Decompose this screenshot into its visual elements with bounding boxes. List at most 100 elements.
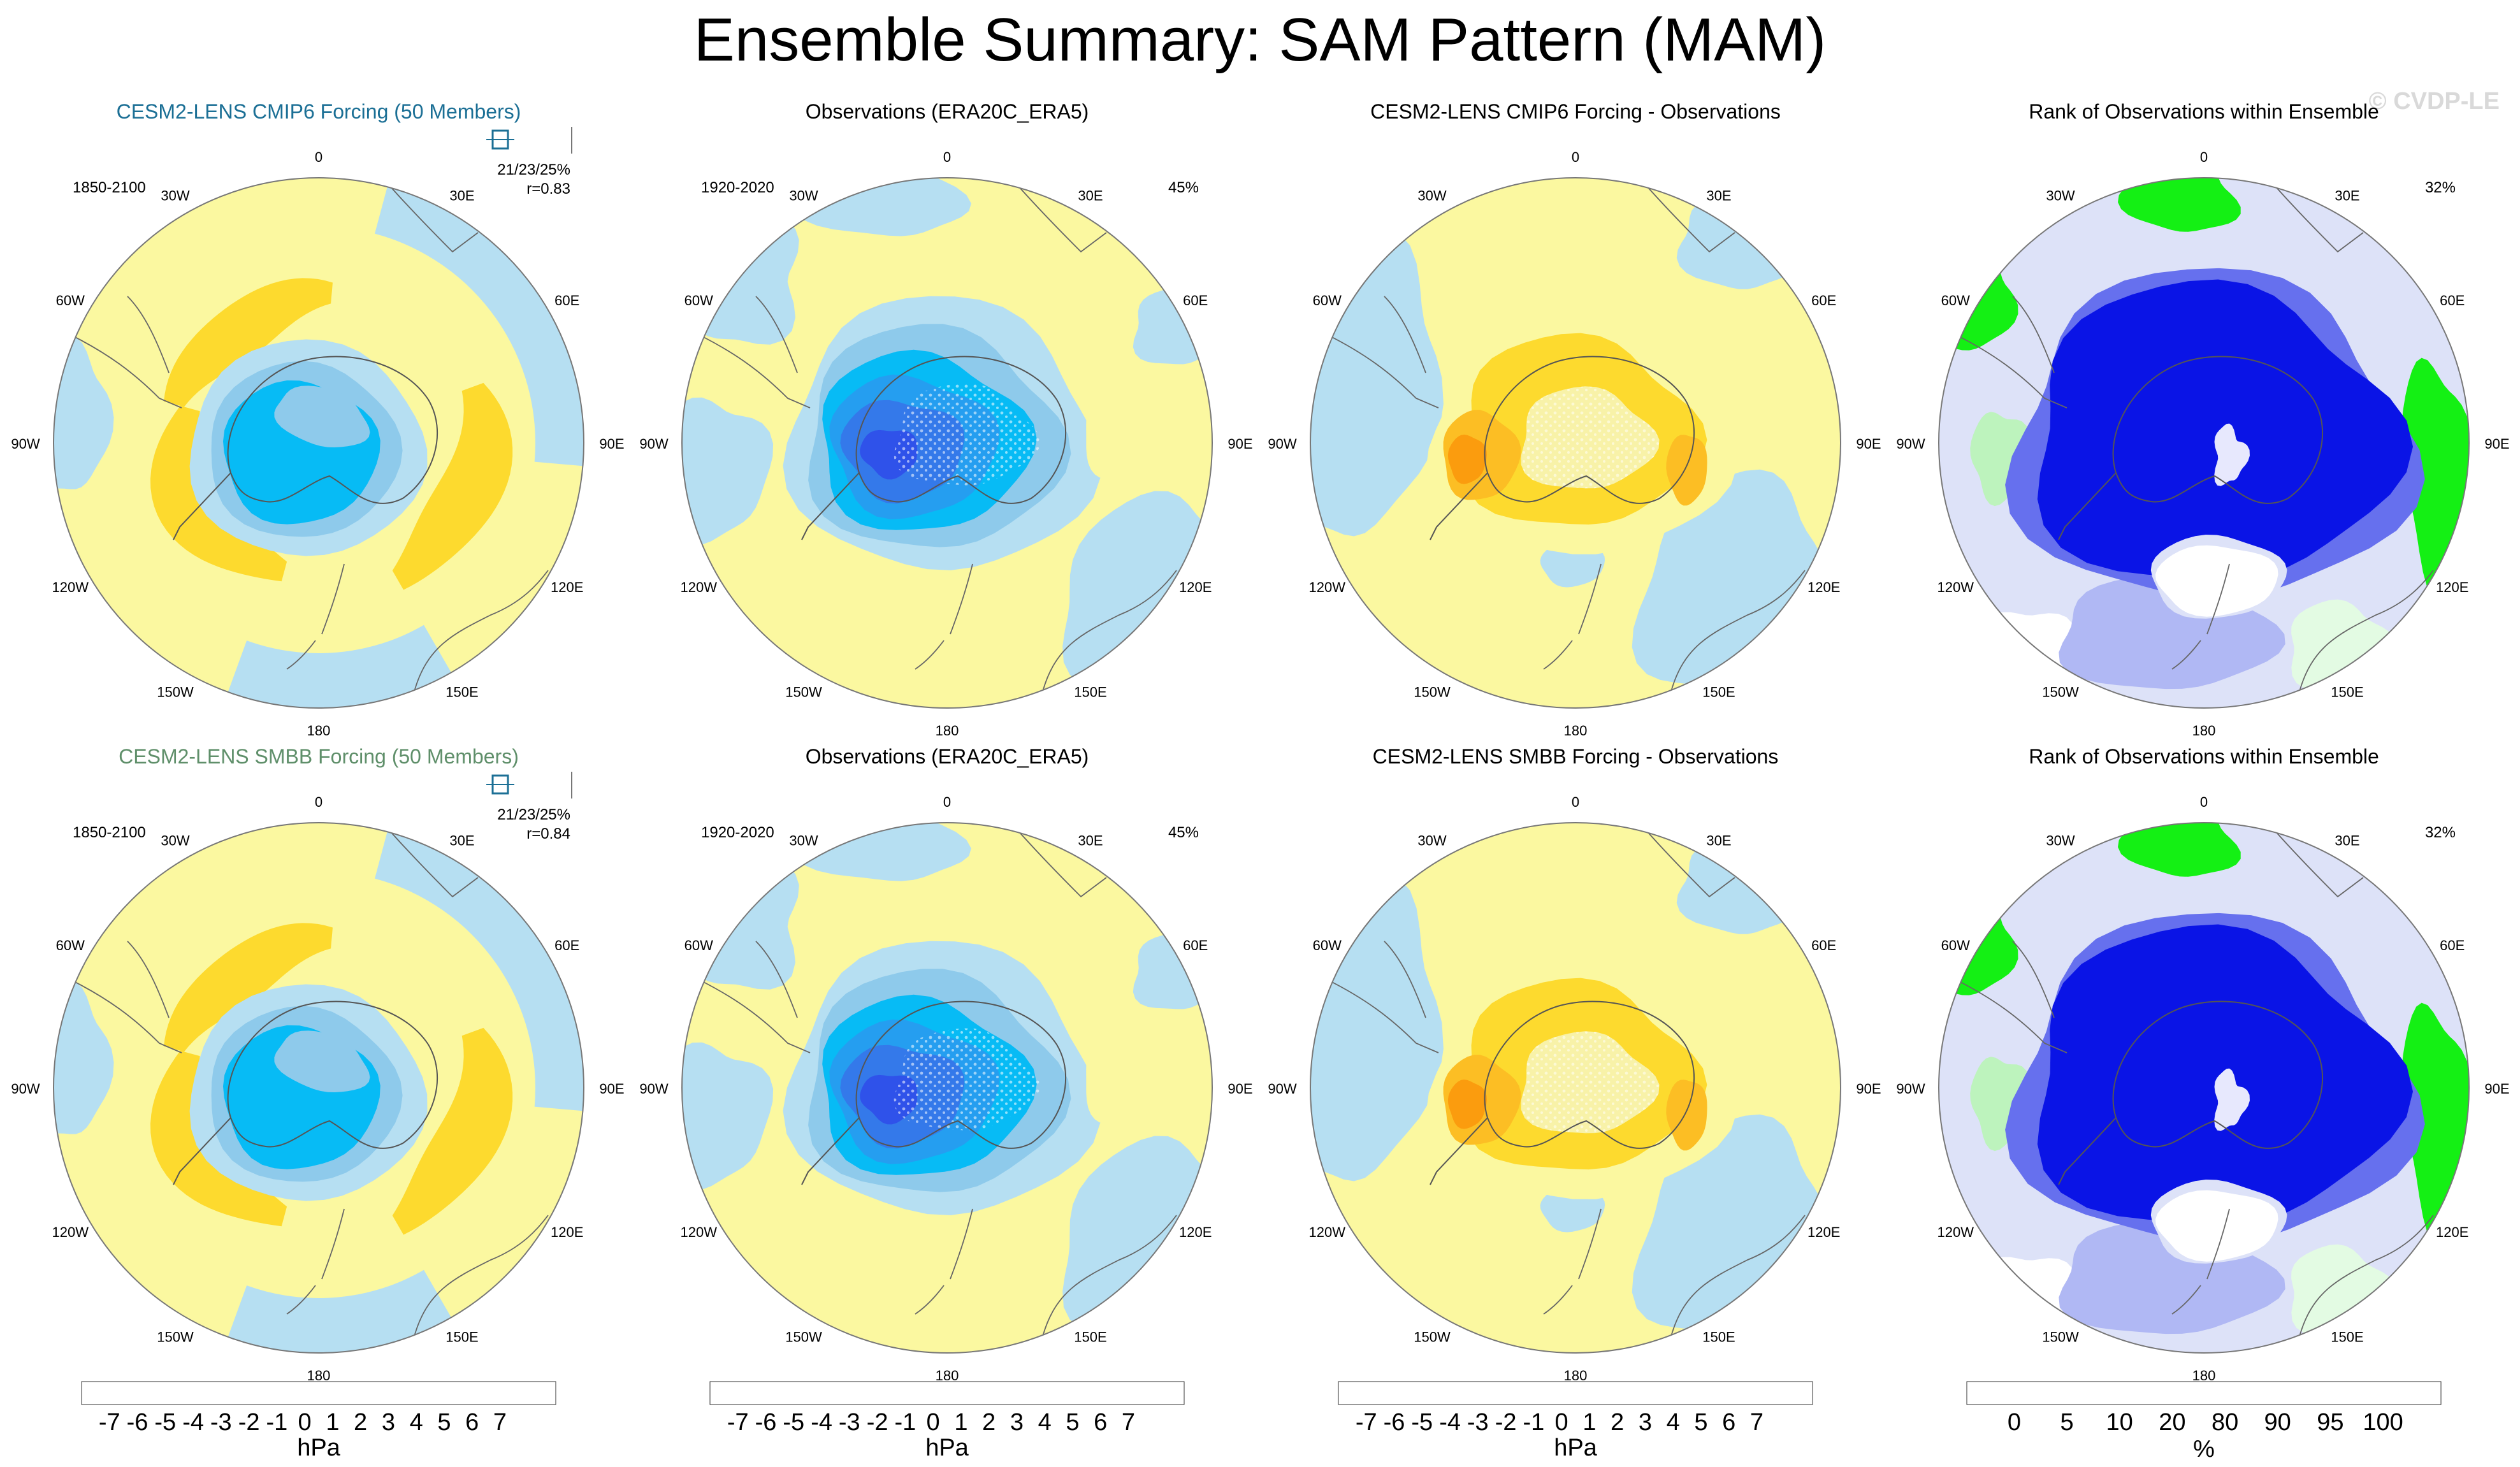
panel-r2c1-negative-ring-northeast (375, 823, 584, 1113)
panel-r2c2-field (682, 823, 1212, 1353)
panel-r2c3-field (1310, 823, 1841, 1353)
panel-r2c4-lon-label: 150W (2042, 1329, 2079, 1345)
panel-r1c4-lon-label: 150E (2331, 684, 2363, 700)
colorbar-col3-tick: -2 (1495, 1409, 1517, 1436)
panel-r2c3-lon-label: 120E (1807, 1224, 1840, 1240)
panel-r1c4-lon-label: 120E (2436, 579, 2468, 595)
panel-r1c4-coastline-3 (2299, 570, 2434, 692)
watermark: © CVDP-LE (2368, 88, 2500, 115)
colorbar-col4-tick: 80 (2212, 1409, 2238, 1436)
panel-r1c1-lon-label: 90E (599, 436, 624, 452)
panel-r2c2-coastline-4 (950, 1208, 973, 1280)
panel-r2c1-stats: 21/23/25% (497, 806, 570, 823)
panel-r2c3-coastline-0 (1326, 979, 1439, 1053)
panel-r2c1-lon-label: 90E (599, 1081, 624, 1097)
colorbar-col4-frame (1966, 1381, 2442, 1405)
colorbar-col1-tick: -6 (127, 1409, 148, 1436)
colorbar-col4-tick: 10 (2106, 1409, 2133, 1436)
panel-r2c4-coastline-0 (1955, 979, 2067, 1053)
panel-r2c1-lon-label: 180 (307, 1368, 331, 1384)
colorbar-col3: -7 -6 -5 -4 -3 -2 -1 0 1 2 3 4 5 6 7 hPa (1338, 1381, 1813, 1461)
panel-r1c3-antarctica-outline (1484, 356, 1695, 504)
panel-r1c3-lon-label: 120E (1807, 579, 1840, 595)
panel-r2c1-coastline-0 (69, 979, 182, 1053)
colorbar-col2: -7 -6 -5 -4 -3 -2 -1 0 1 2 3 4 5 6 7 hPa (709, 1381, 1185, 1461)
panel-r1c4-lon-label: 30E (2335, 187, 2359, 203)
panel-r2c4-lon-label: 60E (2440, 937, 2465, 953)
panel-r1c2-negative-patch-northwest (682, 203, 799, 345)
panel-r1c1-coastline-4 (321, 563, 345, 635)
panel-r2c2-lon-label: 60E (1183, 937, 1208, 953)
panel-r2c4-white-patch-south-inner (2155, 1190, 2278, 1262)
panel-r1c2-lon-label: 180 (936, 723, 959, 739)
panel-r2c1-lon-label: 30W (161, 832, 189, 848)
panel-r1c3-high-lobe-east (1666, 435, 1707, 506)
colorbar-col1-frame (81, 1381, 556, 1405)
colorbar-col3-tick: 7 (1750, 1409, 1763, 1436)
panel-r2c3-lon-label: 30W (1417, 832, 1446, 848)
panel-r1c2-negative-patch-east (1133, 287, 1212, 365)
colorbar-col4-tick: 95 (2317, 1409, 2343, 1436)
panel-r1c3: 0 30E 60E 90E 120E 150E 180 150W 120W 90W 60W 30W CE… (1268, 100, 1881, 739)
panel-r2c3-lon-label: 60E (1811, 937, 1836, 953)
panel-r2c2-lon-label: 60W (684, 937, 713, 953)
panel-r2c1-lon-label: 150W (157, 1329, 194, 1345)
colorbar-col1-tick: -5 (154, 1409, 176, 1436)
panel-r1c2-positive-lobe-south (861, 579, 959, 612)
colorbar-col1-tick: 0 (298, 1409, 312, 1436)
panel-r2c3-coastline-2 (1645, 829, 1735, 898)
panel-r1c4-lon-label: 30W (2046, 187, 2075, 203)
panel-r1c3-antarctic-topography (1521, 386, 1660, 489)
colorbar-col2-tick: 5 (1066, 1409, 1079, 1436)
panel-r2c2-lon-label: 90W (639, 1081, 668, 1097)
panel-r2c3-antarctica-outline (1484, 1001, 1695, 1149)
panel-r1c2-coastline-4 (950, 563, 973, 635)
colorbar-col2-tick: -7 (727, 1409, 749, 1436)
panel-r1c1-lon-label: 60W (56, 293, 85, 308)
panel-r1c4-coastline-2 (2273, 184, 2364, 253)
panel-r2c3-lon-label: 60W (1313, 937, 1342, 953)
panel-r1c2-lon-label: 60E (1183, 293, 1208, 308)
colorbar-col4-tick: 100 (2363, 1409, 2403, 1436)
panel-r1c3-coastline-2 (1645, 184, 1735, 253)
panel-r2c3-coastline-4 (1578, 1208, 1602, 1280)
colorbar-col4-tick: 90 (2264, 1409, 2291, 1436)
colorbar-col1-tick: -2 (238, 1409, 260, 1436)
panel-r2c4-title: Rank of Observations within Ensemble (2029, 745, 2379, 768)
panel-r2c2-negative-patch-east (1133, 932, 1212, 1009)
colorbar-col3-tick: -5 (1411, 1409, 1433, 1436)
panel-r1c2-field (682, 178, 1212, 708)
panel-r2c4-coastline-5 (2171, 1285, 2201, 1315)
panel-r2c1-lon-label: 90W (11, 1081, 40, 1097)
panel-r1c2-lon-label: 120W (681, 579, 718, 595)
panel-r2c4-map-boundary (1938, 822, 2470, 1354)
panel-r1c2-coastline-1 (755, 296, 798, 373)
panel-r2c2-coastline-2 (1017, 829, 1107, 898)
panel-r2c3-lon-label: 120W (1309, 1224, 1346, 1240)
panel-r1c3-high-center (1447, 435, 1487, 484)
panel-r2c2-antarctic-topography (894, 1028, 1041, 1131)
panel-r1c3-field (1310, 178, 1841, 708)
panel-r1c3-negative-patch-northeast (1676, 198, 1799, 289)
panel-r1c4-coastline-0 (1955, 334, 2067, 408)
colorbar-col4-tick: 0 (2008, 1409, 2021, 1436)
panel-r2c2-positive-lobe-south (861, 1224, 959, 1257)
panel-r2c1-coastline-3 (414, 1215, 549, 1337)
panel-r2c2-antarctica-outline (855, 1001, 1066, 1149)
panel-r1c4-lon-label: 90W (1896, 436, 1925, 452)
panel-r2c2-positive-lobe-east (1086, 1029, 1144, 1125)
panel-r1c3-lon-label: 150E (1702, 684, 1735, 700)
colorbar-col1-tick: 7 (493, 1409, 507, 1436)
colorbar-col3-tick: 3 (1639, 1409, 1652, 1436)
panel-r2c4: 0 30E 60E 90E 120E 150E 180 150W 120W 90W 60W 30W Ra… (1896, 745, 2509, 1384)
panel-r1c2-lon-label: 90E (1227, 436, 1252, 452)
panel-r2c1-positive-band-east (392, 1027, 513, 1235)
panel-r2c2-lon-label: 150E (1074, 1329, 1106, 1345)
panel-r2c1-lon-label: 150E (445, 1329, 478, 1345)
panel-r1c1-correlation: r=0.83 (526, 180, 570, 198)
panel-r2c3-peninsula-outline (1430, 1117, 1488, 1185)
panel-r1c1-lon-label: 30W (161, 187, 189, 203)
panel-r1c4-percent: 32% (2425, 179, 2456, 196)
panel-r1c2-lon-label: 120E (1179, 579, 1212, 595)
panel-r2c4-lon-label: 90E (2484, 1081, 2509, 1097)
